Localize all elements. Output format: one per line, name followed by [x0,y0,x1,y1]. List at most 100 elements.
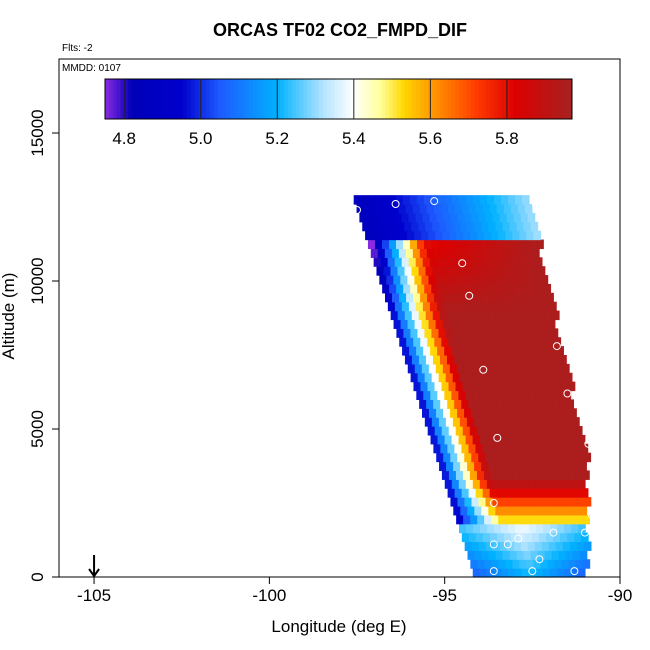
heatmap-cell [513,497,522,507]
heatmap-cell [549,479,558,489]
heatmap-cell [470,559,478,569]
heatmap-cell [562,408,570,418]
heatmap-cell [444,195,453,205]
heatmap-cell [543,328,552,338]
heatmap-cell [497,248,505,258]
colorbar-segment [256,79,262,119]
heatmap-cell [374,195,383,205]
heatmap-cell [509,221,518,232]
heatmap-cell [509,310,518,321]
heatmap-cell [449,319,458,329]
heatmap-cell [463,275,472,285]
colorbar-segment [190,79,196,119]
heatmap-cell [518,381,527,392]
heatmap-cell [411,310,420,321]
heatmap-cell [474,221,483,232]
colorbar-segment [439,79,445,119]
heatmap-cell [480,328,489,338]
heatmap-cell [414,230,422,241]
heatmap-cell [445,239,453,250]
colorbar-segment [478,79,483,119]
heatmap-cell [442,275,451,285]
heatmap-cell [454,355,462,365]
heatmap-cell [397,266,406,276]
heatmap-cell [484,363,493,374]
heatmap-cell [520,212,529,223]
heatmap-cell [468,399,476,409]
heatmap-cell [578,479,586,489]
heatmap-cell [497,381,506,392]
heatmap-cell [434,426,443,436]
heatmap-cell [565,550,574,560]
colorbar-segment [533,79,538,119]
heatmap-cell [533,230,541,241]
heatmap-cell [525,381,534,392]
heatmap-cell [489,532,498,543]
flight-marker [493,433,502,442]
mmdd-label: MMDD: 0107 [62,63,121,74]
heatmap-cell [488,550,497,560]
heatmap-cell [504,292,512,303]
colorbar-tick-label: 5.4 [342,129,366,148]
heatmap-cell [554,514,562,525]
heatmap-cell [521,390,530,400]
heatmap-cell [377,248,386,258]
colorbar-segment [326,79,332,119]
arrow-marker [88,555,100,578]
heatmap-cell [566,443,575,454]
heatmap-cell [531,443,540,454]
heatmap-cell [530,266,539,276]
heatmap-cell [523,505,532,516]
colorbar-frame [104,78,573,120]
heatmap-cell [410,283,418,294]
heatmap-cell [471,497,480,507]
heatmap-cell [431,417,440,427]
colorbar-segment [509,79,515,119]
colorbar-segment [108,79,114,119]
heatmap-cell [500,434,509,445]
heatmap-cell [582,514,590,525]
colorbar-segment [163,79,168,119]
heatmap-cell [436,257,445,267]
heatmap-cell [527,452,535,463]
heatmap-cell [415,212,424,223]
heatmap-cell [458,479,467,489]
colorbar-segment [498,79,503,119]
heatmap-cell [469,337,477,347]
colorbar-segment [143,79,149,119]
heatmap-cell [435,319,444,329]
heatmap-cell [383,266,392,276]
heatmap-cell [471,212,480,223]
heatmap-cell [473,417,482,427]
heatmap-cell [495,310,504,321]
y-tick-label: 15000 [28,109,47,156]
heatmap-cell [484,559,492,569]
heatmap-cell [509,266,518,276]
heatmap-cell [530,310,539,321]
heatmap-cell [415,257,424,267]
flight-marker [528,567,537,576]
heatmap-cell [466,372,475,383]
colorbar-segment [268,79,273,119]
heatmap-cell [505,363,514,374]
heatmap-cell [498,363,507,374]
heatmap-cell [544,310,553,321]
heatmap-cell [379,230,387,241]
heatmap-cell [563,479,572,489]
heatmap-cell [539,381,548,392]
heatmap-cell [564,523,572,534]
heatmap-cell [501,372,510,383]
heatmap-cell [489,488,498,498]
heatmap-cell [424,328,433,338]
heatmap-cell [474,505,482,516]
flights-label: Flts: -2 [62,43,93,54]
heatmap-cell [414,275,422,285]
heatmap-cell [477,559,485,569]
heatmap-cell [512,470,520,480]
heatmap-cell [453,221,462,232]
heatmap-cell [530,417,538,427]
heatmap-cell [498,230,506,241]
heatmap-cell [484,319,493,329]
heatmap-cell [489,355,497,365]
heatmap-cell [521,346,529,356]
